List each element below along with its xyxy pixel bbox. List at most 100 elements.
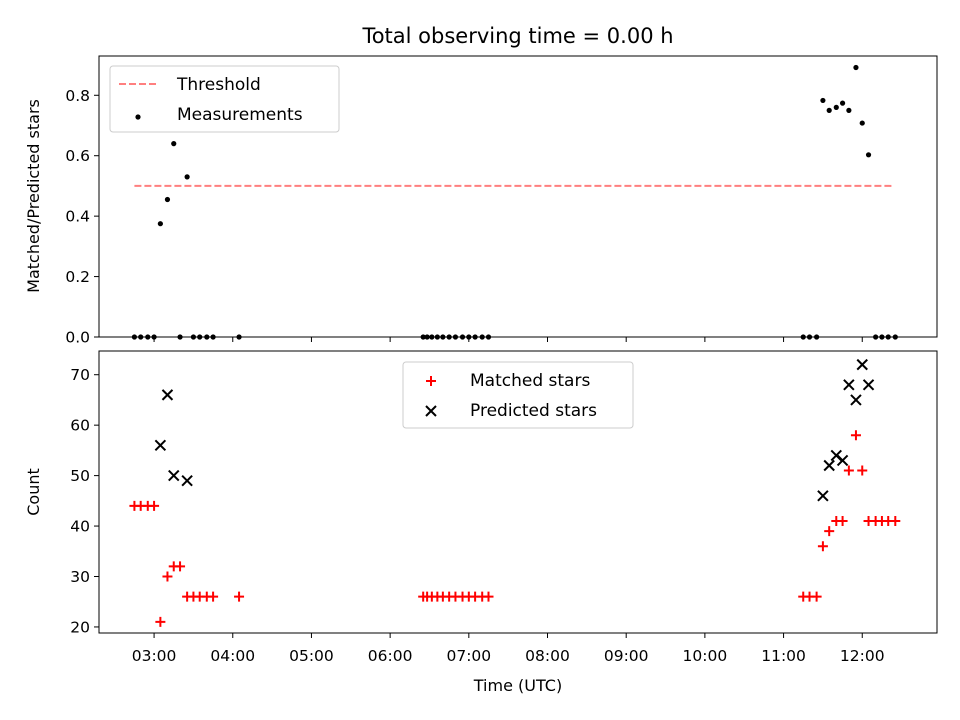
series-matched xyxy=(129,430,901,627)
measurements-point xyxy=(131,334,138,340)
legend-box xyxy=(402,361,634,429)
measurements-point xyxy=(800,334,806,340)
predicted-point xyxy=(823,459,835,472)
measurements-point xyxy=(865,152,872,158)
legend-handle xyxy=(425,405,437,417)
x-tick-label: 06:00 xyxy=(368,647,413,665)
x-tick-label: 10:00 xyxy=(683,647,728,665)
matched-point xyxy=(162,571,173,582)
axes-frame xyxy=(98,55,938,338)
matched-point xyxy=(824,526,835,537)
measurements-point xyxy=(424,334,430,340)
x-tick-label: 07:00 xyxy=(446,647,491,665)
measurements-point xyxy=(177,334,183,340)
legend-label: Matched stars xyxy=(470,371,590,391)
chart-title: Total observing time = 0.00 h xyxy=(361,24,673,48)
matched-point xyxy=(208,591,219,602)
legend-label: Measurements xyxy=(177,105,303,125)
measurements-point xyxy=(839,100,846,106)
y-tick-label: 20 xyxy=(70,618,90,636)
measurements-point xyxy=(479,334,485,340)
y-tick-label: 0.8 xyxy=(65,87,90,105)
legend: Matched stars Predicted stars xyxy=(402,361,634,429)
ratio-panel: 0.0 0.2 0.4 0.6 0.8 Threshold Measurements xyxy=(65,55,938,347)
matched-point xyxy=(234,591,245,602)
y-axis-label-ratio: Matched/Predicted stars xyxy=(24,99,43,293)
predicted-point xyxy=(181,474,193,487)
predicted-point xyxy=(168,469,180,482)
series-measurements xyxy=(131,64,898,340)
measurements-point xyxy=(833,104,839,110)
x-axis-label: Time (UTC) xyxy=(473,676,562,695)
predicted-point xyxy=(161,389,174,401)
predicted-point xyxy=(862,379,875,391)
predicted-point xyxy=(154,439,167,452)
axes-frame xyxy=(98,350,938,634)
y-tick-label: 70 xyxy=(70,366,90,384)
matched-point xyxy=(175,561,186,572)
x-tick-label: 05:00 xyxy=(289,647,334,665)
x-tick-label: 11:00 xyxy=(761,647,806,665)
count-panel: 03:00 04:00 05:00 06:00 07:00 08:00 09:00 10:00… xyxy=(70,350,938,665)
measurements-point xyxy=(210,334,216,340)
x-tick-label: 09:00 xyxy=(604,647,649,665)
legend: Threshold Measurements xyxy=(109,65,340,133)
matched-point xyxy=(850,430,861,441)
y-tick-label: 0.2 xyxy=(65,268,90,286)
x-tick-label: 04:00 xyxy=(210,647,255,665)
predicted-point xyxy=(856,358,868,371)
y-tick-label: 60 xyxy=(70,417,90,435)
legend-handle xyxy=(135,114,141,120)
y-tick-label: 50 xyxy=(70,467,90,485)
measurements-point xyxy=(440,334,446,340)
matched-point xyxy=(817,541,828,552)
measurements-point xyxy=(434,334,440,340)
measurements-point xyxy=(236,334,242,340)
measurements-point xyxy=(879,334,885,340)
matched-point xyxy=(811,591,822,602)
legend-handle xyxy=(426,376,436,386)
y-tick-label: 40 xyxy=(70,518,90,536)
measurements-point xyxy=(485,334,492,340)
matched-point xyxy=(483,591,494,602)
measurements-point xyxy=(446,334,452,340)
series-predicted xyxy=(154,358,875,502)
x-tick-label: 03:00 xyxy=(132,647,177,665)
matched-point xyxy=(149,500,160,511)
measurements-point xyxy=(171,141,177,147)
measurements-point xyxy=(429,334,435,340)
measurements-point xyxy=(853,64,859,71)
measurements-point xyxy=(151,334,157,340)
measurements-point xyxy=(859,120,865,126)
predicted-point xyxy=(850,394,862,406)
measurements-point xyxy=(806,334,813,340)
x-tick-label: 12:00 xyxy=(840,647,885,665)
y-tick-label: 0.4 xyxy=(65,208,90,226)
predicted-point xyxy=(843,379,855,391)
measurements-point xyxy=(420,334,426,340)
measurements-point xyxy=(892,334,898,340)
matched-point xyxy=(843,465,854,476)
y-axis-label-count: Count xyxy=(24,468,43,516)
predicted-point xyxy=(836,454,849,467)
measurements-point xyxy=(190,334,197,340)
measurements-point xyxy=(184,174,190,180)
measurements-point xyxy=(204,334,210,340)
y-tick-label: 0.6 xyxy=(65,147,90,165)
measurements-point xyxy=(459,334,466,340)
measurements-point xyxy=(157,221,163,227)
measurements-point xyxy=(145,334,151,340)
measurements-point xyxy=(138,334,144,340)
matched-point xyxy=(890,516,901,527)
matched-point xyxy=(837,516,848,527)
legend-label: Threshold xyxy=(176,75,261,95)
legend-box xyxy=(109,65,340,133)
measurements-point xyxy=(846,107,852,113)
y-tick-label: 0.0 xyxy=(65,329,90,347)
measurements-point xyxy=(197,334,203,340)
x-tick-label: 08:00 xyxy=(525,647,570,665)
measurements-point xyxy=(814,334,820,340)
measurements-point xyxy=(873,334,879,340)
measurements-point xyxy=(452,334,459,340)
